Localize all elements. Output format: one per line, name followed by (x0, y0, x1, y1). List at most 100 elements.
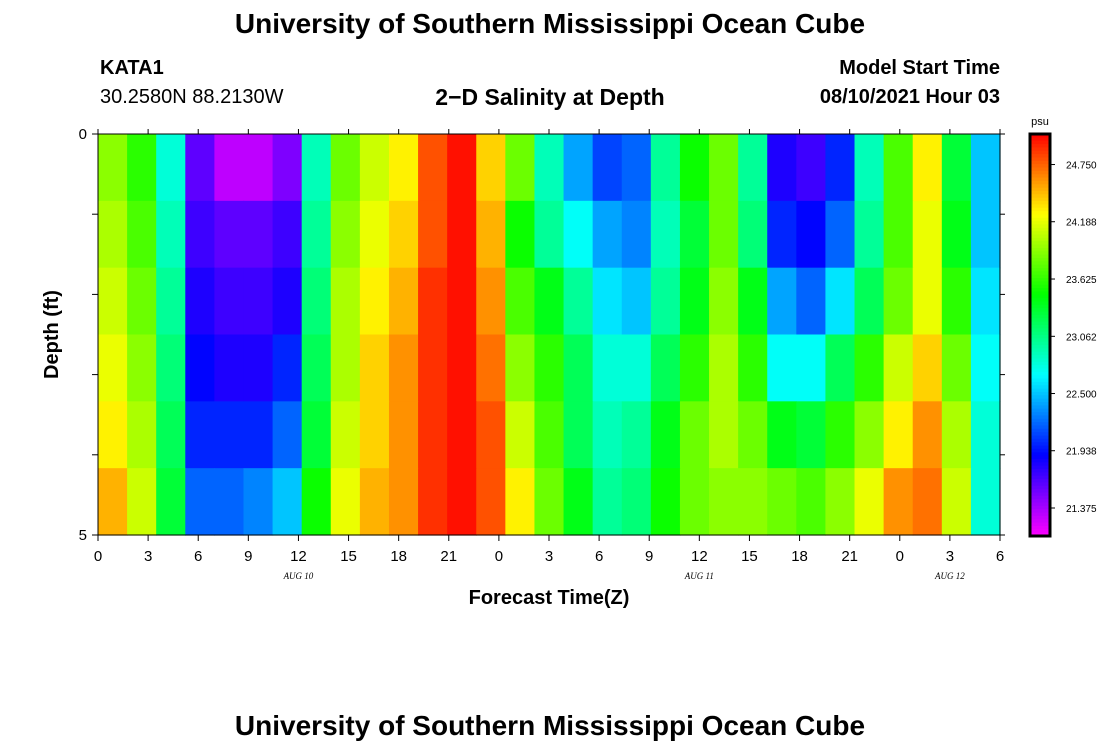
heatmap-cell (912, 334, 943, 402)
heatmap-cell (98, 334, 128, 402)
heatmap-cell (214, 200, 245, 269)
heatmap-cell (214, 134, 245, 202)
heatmap-cell (272, 267, 303, 336)
heatmap-cell (709, 468, 739, 536)
heatmap-cell (359, 200, 390, 269)
model-start-label: Model Start Time (839, 57, 1000, 79)
heatmap-cell (127, 334, 157, 402)
x-tick-label: 6 (194, 548, 202, 565)
heatmap-cell (447, 200, 477, 269)
colorbar-swatch (1030, 211, 1050, 215)
colorbar-swatch (1030, 375, 1050, 380)
colorbar-swatch (1030, 505, 1050, 510)
heatmap-cell (127, 401, 157, 469)
colorbar-swatch (1030, 194, 1050, 199)
heatmap-cell (825, 267, 856, 336)
x-tick-label: 3 (946, 548, 954, 565)
heatmap-cell (476, 134, 506, 202)
heatmap-cell (388, 267, 419, 336)
heatmap-cell (418, 468, 448, 536)
colorbar-swatch (1030, 214, 1050, 219)
colorbar-swatch (1030, 462, 1050, 467)
heatmap-cell (476, 267, 506, 336)
colorbar-swatch (1030, 425, 1050, 430)
heatmap-cell (330, 468, 361, 536)
y-tick-label: 0 (79, 126, 87, 143)
heatmap-cell (156, 267, 186, 336)
heatmap-cell (272, 401, 303, 469)
model-start-time: 08/10/2021 Hour 03 (819, 86, 1000, 108)
colorbar-swatch (1030, 284, 1050, 289)
colorbar-swatch (1030, 288, 1050, 292)
colorbar-swatch (1030, 237, 1050, 242)
heatmap-cell (621, 267, 652, 336)
colorbar-unit-label: psu (1031, 116, 1049, 128)
heatmap-cell (418, 267, 448, 336)
colorbar-swatch (1030, 475, 1050, 480)
heatmap-cell (767, 334, 797, 402)
heatmap-cell (505, 134, 536, 202)
heatmap-cell (359, 134, 390, 202)
heatmap-cell (98, 267, 128, 336)
x-tick-label: 3 (545, 548, 553, 565)
heatmap-cell (679, 468, 710, 536)
heatmap-cell (272, 334, 303, 402)
colorbar-frame (1028, 132, 1052, 538)
colorbar-swatch (1030, 398, 1050, 403)
heatmap-cell (941, 200, 972, 269)
heatmap-cell (447, 267, 477, 336)
heatmap-cell (738, 334, 768, 402)
colorbar-swatch (1030, 217, 1050, 222)
colorbar-swatch (1030, 140, 1050, 145)
heatmap-cell (185, 200, 215, 269)
heatmap-cell (534, 267, 565, 336)
heatmap-cell (243, 401, 274, 469)
heatmap-cell (592, 200, 623, 269)
heatmap-cell (796, 267, 827, 336)
heatmap-cell (709, 134, 739, 202)
heatmap-cell (767, 200, 797, 269)
heatmap-cell (738, 468, 768, 536)
heatmap-cell (767, 267, 797, 336)
heatmap-cell (621, 401, 652, 469)
heatmap-cell (185, 267, 215, 336)
heatmap-cell (592, 468, 623, 536)
heatmap-cell (156, 334, 186, 402)
heatmap-cell (534, 200, 565, 269)
colorbar-swatch (1030, 160, 1050, 165)
colorbar-swatch (1030, 445, 1050, 450)
heatmap-cell (418, 401, 448, 469)
colorbar-swatch (1030, 224, 1050, 229)
colorbar-swatch (1030, 261, 1050, 266)
heatmap-cell (330, 401, 361, 469)
colorbar-swatch (1030, 167, 1050, 172)
heatmap-cell (388, 468, 419, 536)
colorbar-swatch (1030, 381, 1050, 386)
colorbar-swatch (1030, 482, 1050, 487)
heatmap-cell (883, 334, 914, 402)
heatmap-cell (214, 334, 245, 402)
colorbar-tick-label: 21.375 (1066, 504, 1097, 515)
plot-title: 2−D Salinity at Depth (435, 84, 665, 110)
x-tick-label: 18 (791, 548, 808, 565)
colorbar-swatch (1030, 134, 1050, 138)
heatmap-cell (185, 334, 215, 402)
heatmap-cell (825, 334, 856, 402)
colorbar-swatch (1030, 341, 1050, 346)
colorbar-swatch (1030, 328, 1050, 333)
colorbar-swatch (1030, 448, 1050, 453)
colorbar-swatch (1030, 234, 1050, 239)
heatmap-cell (156, 468, 186, 536)
colorbar-swatch (1030, 378, 1050, 383)
x-tick-label: 18 (390, 548, 407, 565)
heatmap-cell (941, 134, 972, 202)
heatmap-cells (98, 134, 1001, 536)
heatmap-cell (679, 200, 710, 269)
heatmap-cell (621, 334, 652, 402)
heatmap-cell (738, 401, 768, 469)
heatmap-cell (301, 267, 332, 336)
heatmap-cell (272, 200, 303, 269)
heatmap-cell (359, 468, 390, 536)
heatmap-cell (650, 134, 681, 202)
colorbar-swatch (1030, 241, 1050, 246)
